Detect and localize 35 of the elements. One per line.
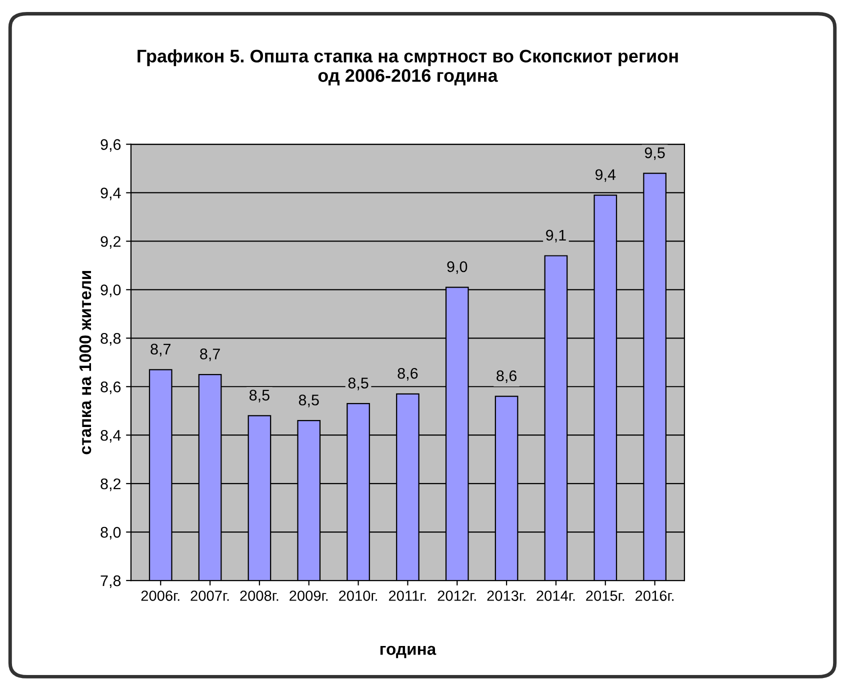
x-tick-label: 2014г.	[536, 590, 575, 601]
y-tick-label: 9,6	[100, 139, 121, 152]
data-label: 8,6	[398, 368, 418, 381]
x-tick-label: 2009г.	[290, 590, 328, 601]
data-label: 9,5	[644, 147, 665, 160]
data-label: 8,6	[496, 370, 516, 383]
data-label: 9,1	[546, 230, 566, 242]
x-tick-label: 2006г.	[141, 590, 180, 601]
data-label: 8,5	[250, 390, 270, 402]
data-label: 9,0	[447, 261, 468, 274]
x-tick-label: 2008г.	[240, 590, 278, 601]
y-tick-label: 8,8	[100, 333, 121, 346]
y-tick-label: 8,2	[100, 478, 120, 492]
x-tick-label: 2011г.	[388, 590, 426, 601]
data-label: 8,5	[348, 378, 368, 390]
x-tick-label: 2013г.	[487, 590, 526, 601]
x-tick-label: 2012г.	[438, 590, 476, 601]
x-tick-label: 2010г.	[339, 590, 377, 601]
y-tick-label: 8,0	[100, 526, 121, 540]
y-axis-title: стапка на 1000 жители	[79, 271, 92, 454]
y-tick-label: 9,2	[100, 236, 120, 249]
y-tick-label: 9,4	[100, 188, 121, 200]
data-label: 8,7	[150, 344, 170, 356]
x-tick-label: 2007г.	[190, 590, 229, 601]
data-label: 9,4	[595, 169, 616, 182]
data-label: 8,5	[298, 394, 319, 408]
data-label: 8,7	[200, 348, 220, 362]
y-tick-label: 9,0	[100, 284, 121, 298]
y-tick-label: 8,4	[100, 430, 121, 443]
y-tick-label: 7,8	[100, 575, 121, 588]
x-axis-title: година	[380, 646, 436, 658]
x-tick-label: 2016г.	[636, 590, 674, 601]
y-tick-label: 8,6	[100, 381, 121, 394]
x-tick-label: 2015г.	[586, 590, 624, 601]
chart-title: Графикон 5. Општа стапка на смртност во Скопскиот регион од 2006-2016 година	[138, 49, 678, 86]
